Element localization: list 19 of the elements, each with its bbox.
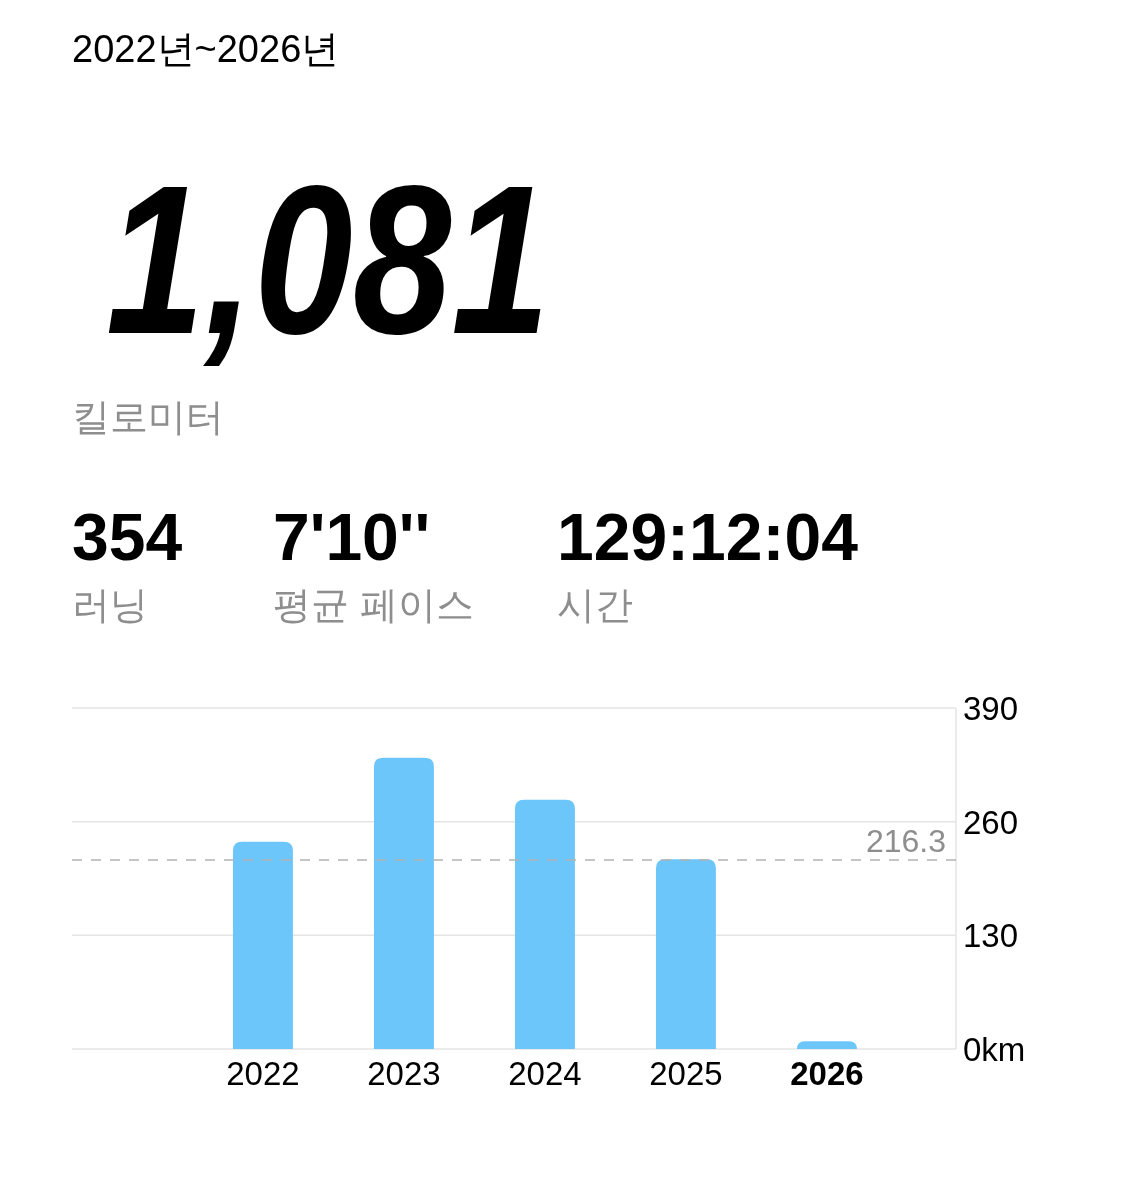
title: 2022년~2026년 bbox=[72, 28, 340, 70]
y-tick-label: 0km bbox=[963, 1030, 1026, 1068]
annotation: 1,081 bbox=[106, 141, 637, 378]
x-tick-label: 2025 bbox=[649, 1055, 723, 1092]
annotation: 129:12:04 bbox=[557, 500, 858, 574]
y-tick-label: 130 bbox=[963, 916, 1019, 954]
annotation: 354 bbox=[72, 500, 183, 574]
x-tick-label: 2026 bbox=[790, 1055, 864, 1092]
x-tick-label: 2024 bbox=[508, 1055, 582, 1092]
annotation: 평균 페이스 bbox=[273, 584, 474, 626]
y-tick-label: 260 bbox=[963, 803, 1019, 841]
ref-line-label: 216.3 bbox=[865, 822, 946, 859]
annotation: 시간 bbox=[557, 584, 633, 626]
annotation: 킬로미터 bbox=[72, 396, 224, 438]
x-tick-label: 2022 bbox=[226, 1055, 300, 1092]
annotation: 러닝 bbox=[72, 584, 148, 626]
y-tick-label: 390 bbox=[963, 689, 1019, 727]
x-tick-label: 2023 bbox=[367, 1055, 441, 1092]
annotation: 7'10'' bbox=[273, 500, 431, 574]
